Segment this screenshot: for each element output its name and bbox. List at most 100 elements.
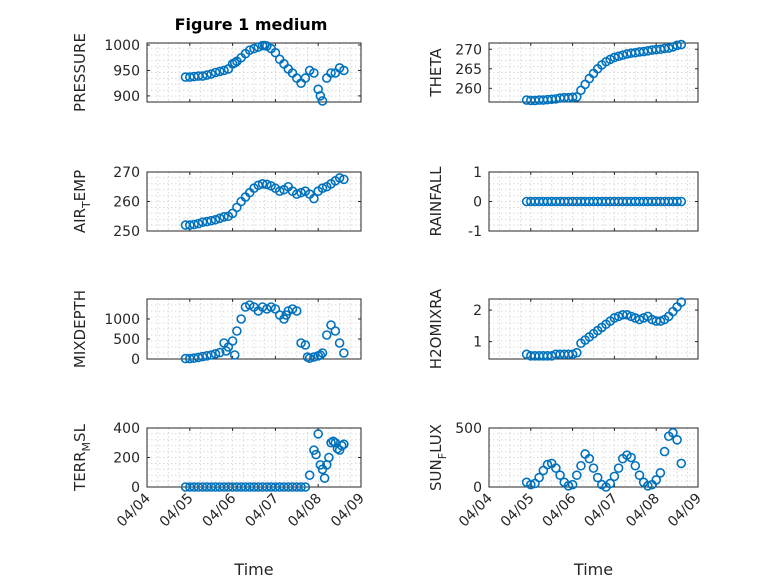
data-point <box>336 440 347 451</box>
x-axis-label: Time <box>233 560 273 579</box>
data-point <box>326 68 336 78</box>
data-point <box>313 84 324 95</box>
data-point <box>317 183 328 194</box>
x-tick-label: 04/06 <box>200 490 240 530</box>
y-tick-label: 200 <box>113 451 140 467</box>
data-point <box>330 326 341 336</box>
panel-7: 0 500 SUNFLUX 04/04 04/05 04/06 04/07 04/08 04/0… <box>427 421 705 579</box>
data-point <box>313 429 324 439</box>
data-point <box>542 459 553 470</box>
data-point <box>236 314 246 324</box>
data-point <box>622 309 632 320</box>
data-point <box>206 215 216 226</box>
data-point <box>634 314 645 325</box>
y-tick-label: 400 <box>113 421 140 437</box>
data-point <box>317 348 328 358</box>
y-axis-label: TERRMSL <box>71 423 93 492</box>
data-point <box>609 471 620 482</box>
panel-4: 0 500 1000 MIXDEPTH <box>71 290 362 368</box>
data-point <box>339 174 349 185</box>
data-point <box>668 427 678 438</box>
data-point <box>202 70 212 80</box>
data-point <box>324 452 334 463</box>
data-point <box>659 446 670 457</box>
x-tick-label: 04/06 <box>540 490 580 530</box>
data-point <box>189 219 199 230</box>
data-point <box>300 340 311 350</box>
y-tick-label: 500 <box>455 421 482 437</box>
y-tick-label: 265 <box>455 62 482 78</box>
x-tick-label: 04/08 <box>623 491 663 531</box>
y-tick-label: 1000 <box>104 312 140 328</box>
data-point <box>309 352 319 362</box>
data-point <box>626 311 636 322</box>
data-point <box>249 43 259 54</box>
data-point <box>189 353 199 364</box>
data-point <box>555 470 565 481</box>
data-point <box>210 214 221 225</box>
data-point <box>567 479 578 490</box>
data-point <box>315 91 326 101</box>
axes-box <box>146 298 362 360</box>
y-tick-label: 260 <box>113 195 140 211</box>
x-tick-label: 04/09 <box>328 491 368 531</box>
data-point <box>339 439 349 450</box>
data-point <box>676 458 687 469</box>
data-point <box>300 482 311 492</box>
data-point <box>214 66 225 77</box>
data-point <box>334 338 345 348</box>
data-point <box>534 472 544 483</box>
data-point <box>304 353 315 364</box>
data-point <box>197 351 208 362</box>
data-point <box>315 350 326 360</box>
data-point <box>571 347 582 358</box>
data-point <box>309 445 319 455</box>
data-point <box>214 213 225 224</box>
figure-title: Figure 1 medium <box>175 15 328 34</box>
x-axis-label: Time <box>573 560 613 579</box>
x-tick-label: 04/04 <box>114 490 154 530</box>
data-point <box>339 348 349 358</box>
y-tick-label: 270 <box>455 42 482 58</box>
x-tick-label: 04/07 <box>242 491 282 531</box>
y-axis-label: AIRTEMP <box>71 170 93 233</box>
y-tick-label: 260 <box>455 81 482 97</box>
data-point <box>655 316 666 326</box>
data-point <box>609 313 620 323</box>
data-point <box>571 470 582 481</box>
data-point <box>206 69 216 79</box>
data-point <box>319 473 330 483</box>
data-point <box>309 68 319 78</box>
y-tick-label: 0 <box>473 480 482 496</box>
data-point <box>588 463 599 473</box>
data-point <box>229 350 240 360</box>
data-point <box>328 436 338 447</box>
data-point <box>672 434 682 445</box>
y-tick-label: 500 <box>113 332 140 348</box>
data-point <box>676 297 687 307</box>
data-point <box>257 179 268 189</box>
data-point <box>605 478 616 489</box>
x-tick-label: 04/09 <box>665 491 705 531</box>
y-tick-label: 900 <box>113 89 140 105</box>
data-point <box>210 67 221 78</box>
data-point <box>311 449 321 460</box>
data-point <box>270 47 281 58</box>
data-point <box>202 350 212 361</box>
y-tick-label: -1 <box>468 224 482 240</box>
data-point <box>663 43 674 53</box>
x-tick-label: 04/05 <box>157 491 197 531</box>
data-point <box>309 193 319 204</box>
data-point <box>567 92 578 103</box>
y-tick-label: 950 <box>113 63 140 79</box>
y-axis-label: SUNFLUX <box>427 424 449 491</box>
data-point <box>227 336 238 346</box>
data-point <box>197 71 208 81</box>
data-point <box>563 481 574 491</box>
y-tick-label: 250 <box>113 224 140 240</box>
y-tick-label: 0 <box>131 480 140 496</box>
data-point <box>672 196 682 207</box>
x-tick-label: 04/07 <box>581 491 621 531</box>
